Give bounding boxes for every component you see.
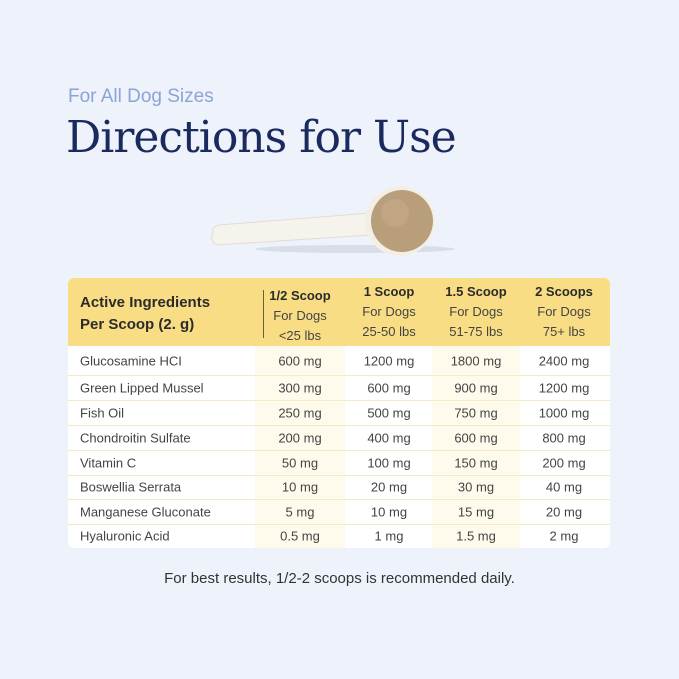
table-row: Manganese Gluconate 5 mg 10 mg 15 mg 20 mg bbox=[68, 499, 610, 525]
dosage-value: 150 mg bbox=[454, 455, 498, 470]
table-header: Active Ingredients Per Scoop (2. g) 1/2 … bbox=[68, 278, 610, 346]
dosage-table: Active Ingredients Per Scoop (2. g) 1/2 … bbox=[68, 278, 610, 548]
column-header: 1.5 Scoop For Dogs 51-75 lbs bbox=[432, 282, 520, 342]
dosage-value: 15 mg bbox=[457, 504, 495, 519]
dosage-value: 600 mg bbox=[367, 380, 411, 395]
scoop-amount: 2 Scoops bbox=[535, 284, 593, 299]
dosage-value: 250 mg bbox=[278, 405, 322, 420]
header-label-line1: Active Ingredients bbox=[80, 294, 211, 311]
dosage-value: 200 mg bbox=[278, 430, 322, 445]
ingredient-name: Fish Oil bbox=[80, 405, 125, 420]
dosage-value: 5 mg bbox=[285, 504, 315, 519]
ingredient-name: Chondroitin Sulfate bbox=[80, 430, 191, 445]
column-header: 1/2 Scoop For Dogs <25 lbs bbox=[256, 286, 344, 346]
scoop-image bbox=[211, 186, 455, 256]
dosage-value: 20 mg bbox=[545, 504, 583, 519]
dosage-value: 400 mg bbox=[367, 430, 411, 445]
dog-label: For Dogs bbox=[449, 304, 503, 319]
weight-range: 51-75 lbs bbox=[449, 324, 503, 339]
table-row: Hyaluronic Acid 0.5 mg 1 mg 1.5 mg 2 mg bbox=[68, 524, 610, 548]
scoop-amount: 1.5 Scoop bbox=[445, 284, 507, 299]
ingredient-name: Vitamin C bbox=[80, 455, 137, 470]
dosage-value: 20 mg bbox=[370, 479, 408, 495]
dosage-value: 1000 mg bbox=[538, 405, 590, 420]
dosage-value: 0.5 mg bbox=[280, 528, 320, 544]
column-tint bbox=[432, 346, 520, 548]
header-label-line2: Per Scoop (2. g) bbox=[80, 316, 195, 333]
scoop-amount: 1/2 Scoop bbox=[269, 288, 331, 303]
table-row: Boswellia Serrata 10 mg 20 mg 30 mg 40 mg bbox=[68, 475, 610, 500]
footer-note: For best results, 1/2-2 scoops is recomm… bbox=[164, 570, 515, 587]
dosage-value: 1.5 mg bbox=[456, 528, 496, 544]
weight-range: <25 lbs bbox=[278, 328, 322, 343]
dosage-value: 800 mg bbox=[542, 430, 586, 445]
dosage-value: 750 mg bbox=[454, 405, 498, 420]
header-divider bbox=[263, 290, 264, 338]
dosage-value: 500 mg bbox=[367, 405, 411, 420]
dosage-value: 1200 mg bbox=[363, 353, 415, 368]
weight-range: 25-50 lbs bbox=[362, 324, 416, 339]
dog-label: For Dogs bbox=[273, 308, 327, 323]
page-title: Directions for Use bbox=[66, 112, 457, 163]
ingredient-name: Green Lipped Mussel bbox=[80, 380, 204, 395]
dosage-value: 10 mg bbox=[370, 504, 408, 519]
dosage-value: 600 mg bbox=[278, 353, 322, 368]
dosage-value: 50 mg bbox=[281, 455, 319, 470]
column-header: 2 Scoops For Dogs 75+ lbs bbox=[520, 282, 608, 342]
dosage-value: 1200 mg bbox=[538, 380, 590, 395]
column-tint bbox=[255, 346, 345, 548]
dosage-value: 100 mg bbox=[367, 455, 411, 470]
dosage-value: 200 mg bbox=[542, 455, 586, 470]
ingredient-name: Glucosamine HCI bbox=[80, 353, 182, 368]
dog-label: For Dogs bbox=[362, 304, 416, 319]
dosage-value: 1800 mg bbox=[450, 353, 502, 368]
table-row: Chondroitin Sulfate 200 mg 400 mg 600 mg 800… bbox=[68, 425, 610, 451]
ingredient-name: Boswellia Serrata bbox=[80, 479, 182, 495]
dog-label: For Dogs bbox=[537, 304, 591, 319]
dosage-value: 900 mg bbox=[454, 380, 498, 395]
dosage-value: 1 mg bbox=[374, 528, 404, 544]
table-row: Glucosamine HCI 600 mg 1200 mg 1800 mg 2400 … bbox=[68, 346, 610, 376]
weight-range: 75+ lbs bbox=[542, 324, 586, 339]
ingredient-name: Manganese Gluconate bbox=[80, 504, 211, 519]
header-label: Active Ingredients Per Scoop (2. g) bbox=[80, 292, 210, 336]
dosage-value: 300 mg bbox=[278, 380, 322, 395]
scoop-amount: 1 Scoop bbox=[363, 284, 415, 299]
subtitle: For All Dog Sizes bbox=[68, 86, 214, 107]
dosage-value: 30 mg bbox=[457, 479, 495, 495]
dosage-value: 2400 mg bbox=[538, 353, 590, 368]
table-row: Fish Oil 250 mg 500 mg 750 mg 1000 mg bbox=[68, 400, 610, 426]
table-row: Vitamin C 50 mg 100 mg 150 mg 200 mg bbox=[68, 450, 610, 476]
dosage-value: 40 mg bbox=[545, 479, 583, 495]
table-row: Green Lipped Mussel 300 mg 600 mg 900 mg 120… bbox=[68, 375, 610, 401]
dosage-value: 600 mg bbox=[454, 430, 498, 445]
dosage-value: 2 mg bbox=[549, 528, 579, 544]
column-header: 1 Scoop For Dogs 25-50 lbs bbox=[345, 282, 433, 342]
dosage-value: 10 mg bbox=[281, 479, 319, 495]
ingredient-name: Hyaluronic Acid bbox=[80, 528, 170, 544]
